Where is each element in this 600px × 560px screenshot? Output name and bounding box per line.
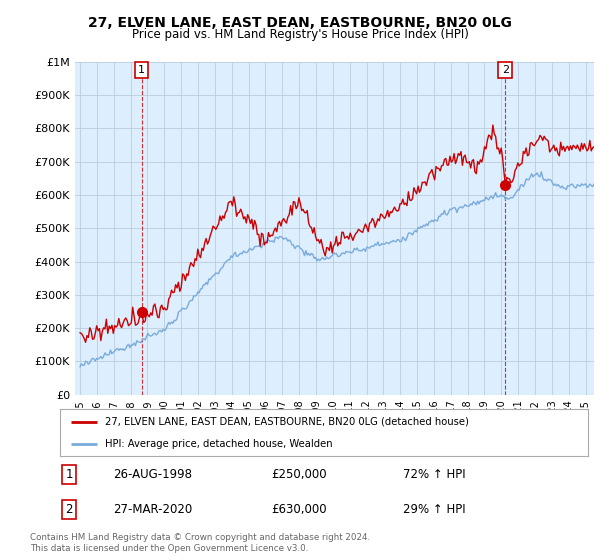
Text: HPI: Average price, detached house, Wealden: HPI: Average price, detached house, Weal… bbox=[105, 438, 332, 449]
Text: Contains HM Land Registry data © Crown copyright and database right 2024.
This d: Contains HM Land Registry data © Crown c… bbox=[30, 533, 370, 553]
Text: 29% ↑ HPI: 29% ↑ HPI bbox=[403, 503, 466, 516]
Text: 27, ELVEN LANE, EAST DEAN, EASTBOURNE, BN20 0LG: 27, ELVEN LANE, EAST DEAN, EASTBOURNE, B… bbox=[88, 16, 512, 30]
Text: 72% ↑ HPI: 72% ↑ HPI bbox=[403, 468, 466, 481]
Text: 1: 1 bbox=[138, 65, 145, 75]
Text: 27, ELVEN LANE, EAST DEAN, EASTBOURNE, BN20 0LG (detached house): 27, ELVEN LANE, EAST DEAN, EASTBOURNE, B… bbox=[105, 417, 469, 427]
Text: Price paid vs. HM Land Registry's House Price Index (HPI): Price paid vs. HM Land Registry's House … bbox=[131, 28, 469, 41]
Text: 2: 2 bbox=[502, 65, 509, 75]
Text: 1: 1 bbox=[65, 468, 73, 481]
Text: £250,000: £250,000 bbox=[271, 468, 327, 481]
Text: 26-AUG-1998: 26-AUG-1998 bbox=[113, 468, 192, 481]
Text: 2: 2 bbox=[65, 503, 73, 516]
Text: £630,000: £630,000 bbox=[271, 503, 327, 516]
Text: 27-MAR-2020: 27-MAR-2020 bbox=[113, 503, 192, 516]
